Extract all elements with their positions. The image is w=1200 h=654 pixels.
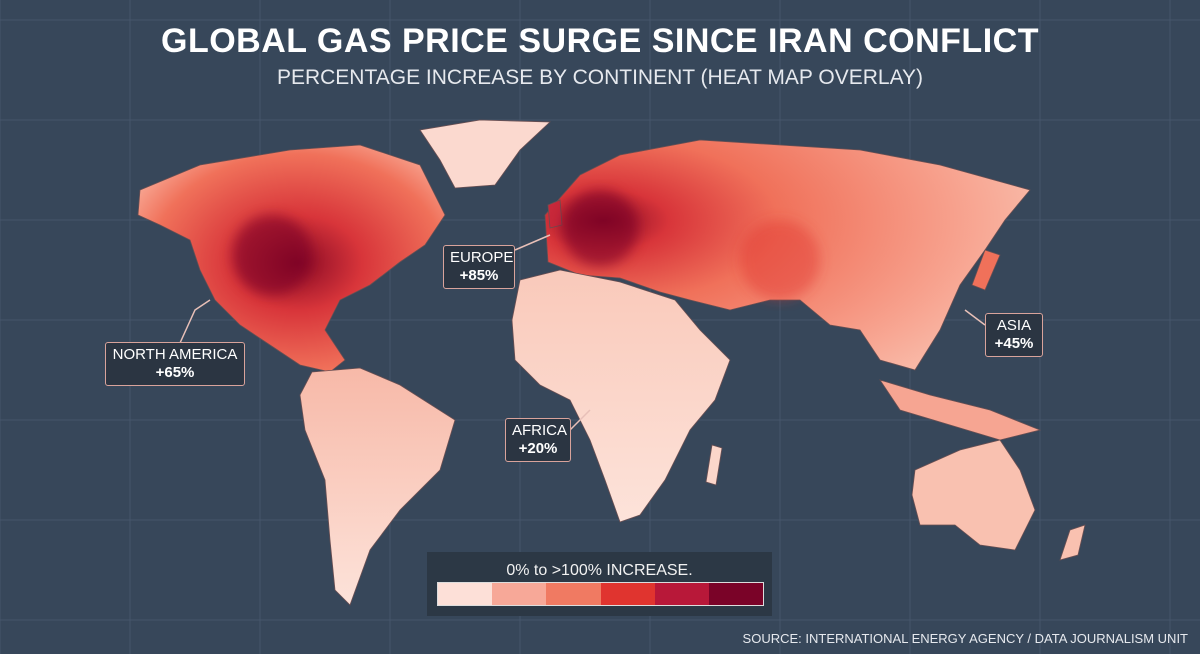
page-subtitle: PERCENTAGE INCREASE BY CONTINENT (HEAT M… [276, 66, 924, 89]
callout-asia: ASIA +45% [985, 313, 1043, 357]
legend-color-scale [437, 582, 764, 606]
region-value: +85% [459, 267, 499, 284]
page-title: GLOBAL GAS PRICE SURGE SINCE IRAN CONFLI… [161, 22, 1039, 60]
africa [511, 269, 731, 523]
callout-north-america: NORTH AMERICA +65% [105, 342, 245, 386]
callout-africa: AFRICA +20% [505, 418, 571, 462]
australia [911, 439, 1036, 551]
japan [971, 249, 1001, 291]
legend-swatch [438, 583, 493, 605]
region-value: +65% [155, 364, 195, 381]
legend-swatch [708, 583, 764, 605]
heat-hotspots [232, 190, 820, 300]
southeast-asia-islands [879, 379, 1042, 441]
legend-swatch [600, 583, 655, 605]
region-name: NORTH AMERICA [112, 346, 238, 363]
color-legend: 0% to >100% INCREASE. [427, 552, 772, 616]
legend-swatch [546, 583, 601, 605]
callout-europe: EUROPE +85% [443, 245, 515, 289]
new-zealand [1059, 524, 1086, 561]
south-america [299, 367, 456, 606]
source-credit: SOURCE: INTERNATIONAL ENERGY AGENCY / DA… [742, 631, 1188, 646]
greenland [419, 119, 551, 189]
uk [547, 199, 563, 229]
region-value: +20% [518, 440, 558, 457]
region-name: ASIA [996, 317, 1032, 334]
region-value: +45% [994, 335, 1034, 352]
region-name: AFRICA [512, 422, 568, 439]
legend-swatch [654, 583, 709, 605]
legend-swatch [492, 583, 547, 605]
legend-label: 0% to >100% INCREASE. [506, 562, 693, 579]
region-name: EUROPE [450, 249, 514, 266]
callout-leaders [179, 234, 986, 431]
madagascar [705, 444, 723, 486]
